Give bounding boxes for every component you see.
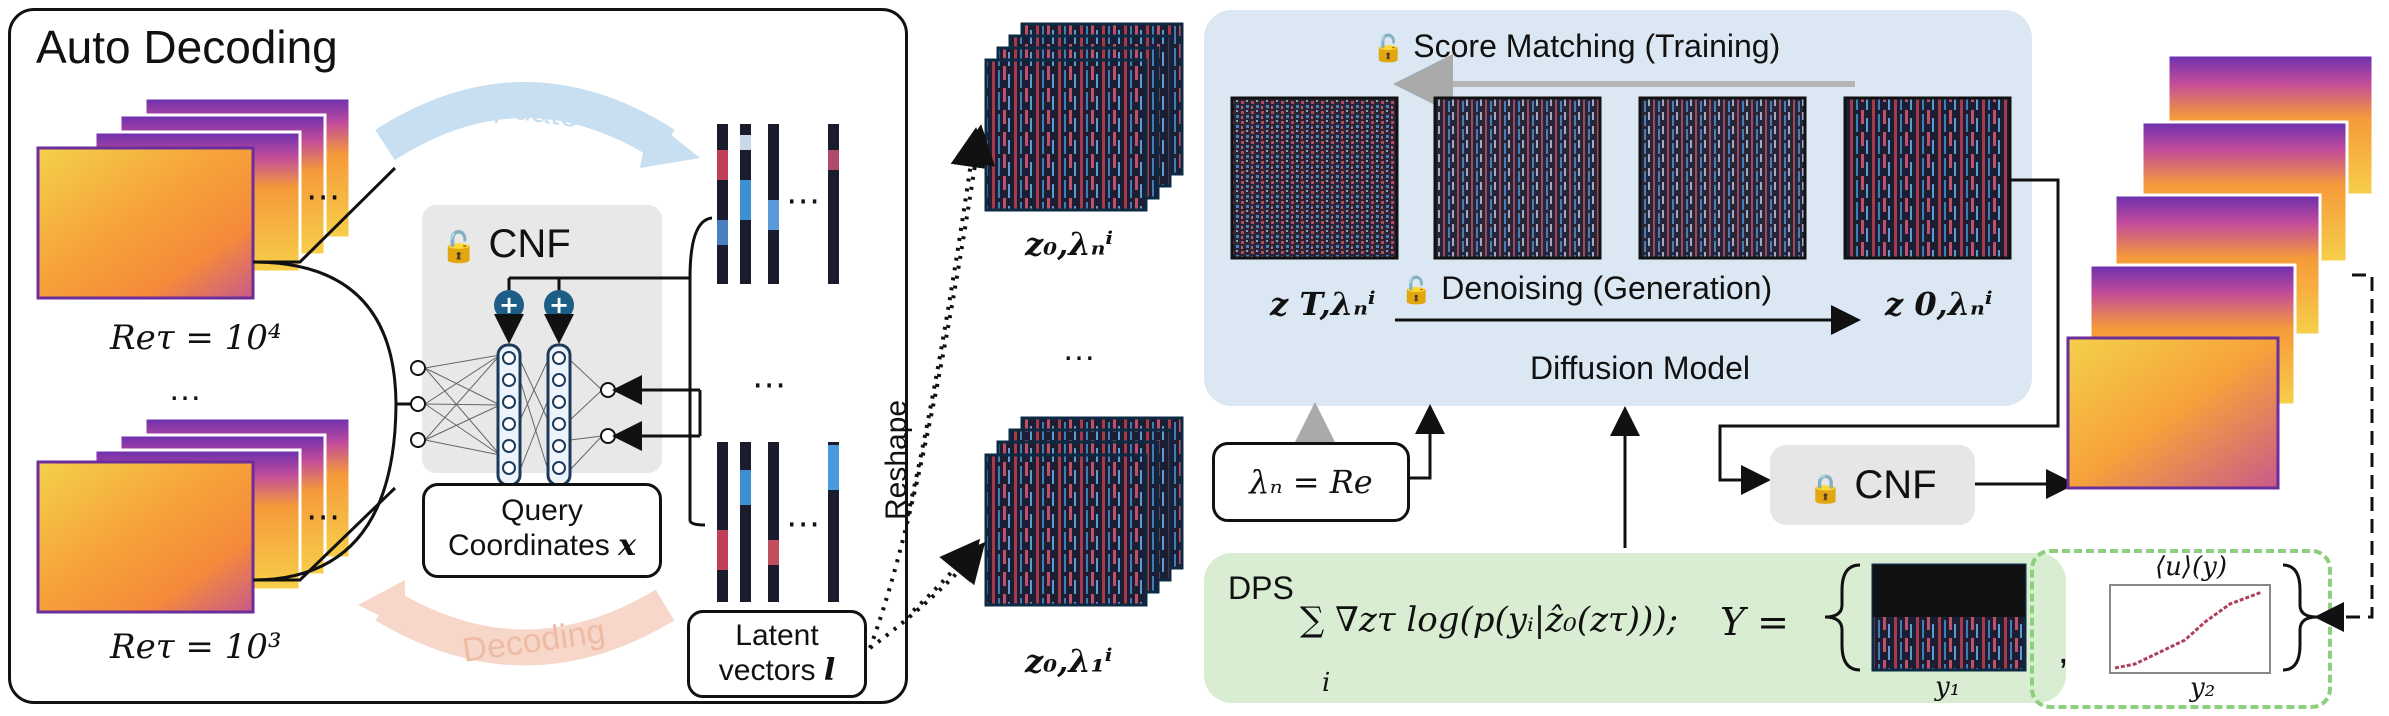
z0-lambda-n-label: z₀,λₙⁱ bbox=[1025, 225, 1114, 263]
lock-icon-score: 🔓 bbox=[1372, 33, 1405, 63]
cnf-decoder-box: 🔒 CNF bbox=[1770, 445, 1975, 525]
ellipsis-fields: … bbox=[168, 370, 202, 408]
z-T-label: z T,λₙⁱ bbox=[1270, 285, 1376, 323]
re-tau-10-3-label: Reτ = 10³ bbox=[110, 627, 282, 667]
add-node-icon bbox=[494, 290, 524, 320]
noise-image-2 bbox=[1433, 96, 1602, 260]
latent-image-stack-bottom bbox=[984, 416, 1184, 607]
lock-icon-cnf: 🔒 bbox=[1808, 473, 1844, 504]
query-symbol: x bbox=[618, 528, 636, 563]
y1-label: y₁ bbox=[1935, 672, 1961, 702]
cnf-label: CNF bbox=[488, 222, 571, 266]
svg-text:⋯: ⋯ bbox=[786, 504, 820, 544]
svg-text:+: + bbox=[549, 291, 569, 319]
generated-field-stack bbox=[2066, 53, 2375, 490]
noise-image-3 bbox=[1638, 96, 1807, 260]
field-stack-re3 bbox=[36, 416, 352, 614]
noise-image-T bbox=[1230, 96, 1399, 260]
query-coordinates-box: Query Coordinates x bbox=[422, 483, 662, 578]
latent-vectors-box: Latent vectors l bbox=[687, 610, 867, 698]
latent-image-stack-top bbox=[984, 22, 1184, 212]
svg-text:⋯: ⋯ bbox=[306, 497, 340, 537]
latent-vectors-bottom bbox=[717, 442, 839, 602]
middle-ellipsis: … bbox=[1062, 330, 1096, 368]
lambda-condition-box: λₙ = Re bbox=[1212, 442, 1410, 522]
svg-text:⋯: ⋯ bbox=[306, 177, 340, 217]
latent-line1: Latent bbox=[735, 619, 819, 652]
svg-text:⋯: ⋯ bbox=[752, 365, 786, 405]
svg-text:⋯: ⋯ bbox=[786, 181, 820, 221]
lock-icon-denoise: 🔓 bbox=[1400, 275, 1433, 305]
dps-sum-index: i bbox=[1322, 668, 1331, 698]
latent-symbol: l bbox=[823, 653, 836, 688]
cnf-neural-network: + + bbox=[410, 276, 690, 487]
plot-title: ⟨u⟩(y) bbox=[2155, 552, 2228, 582]
clean-latent-image bbox=[1843, 96, 2012, 260]
field-stack-re4 bbox=[36, 96, 352, 300]
latent-line2: vectors bbox=[718, 654, 824, 687]
re-tau-10-4: Reτ = 10⁴ bbox=[110, 318, 282, 358]
z-0-label: z 0,λₙⁱ bbox=[1885, 285, 1993, 323]
query-line1: Query bbox=[501, 494, 583, 527]
denoising-label: Denoising (Generation) bbox=[1441, 270, 1773, 306]
auto-decoding-title: Auto Decoding bbox=[36, 21, 338, 73]
comma: , bbox=[2058, 630, 2069, 672]
latent-vectors-top bbox=[717, 124, 839, 284]
mean-velocity-plot bbox=[2109, 584, 2271, 674]
cnf-right-label: CNF bbox=[1854, 463, 1937, 507]
svg-text:+: + bbox=[499, 291, 519, 319]
query-line2: Coordinates bbox=[448, 529, 619, 562]
y2-label: y₂ bbox=[2190, 673, 2216, 703]
diffusion-model-label: Diffusion Model bbox=[1530, 350, 1750, 386]
z0-lambda-1-label: z₀,λ₁ⁱ bbox=[1025, 642, 1113, 680]
lock-icon: 🔓 bbox=[440, 231, 478, 264]
score-matching-label: Score Matching (Training) bbox=[1413, 28, 1781, 64]
dps-label: DPS bbox=[1228, 570, 1294, 606]
dps-formula: ∑ ∇zτ log(p(yᵢ|ẑ₀(zτ))); bbox=[1300, 600, 1679, 640]
y-equals: Y = bbox=[1720, 600, 1790, 644]
